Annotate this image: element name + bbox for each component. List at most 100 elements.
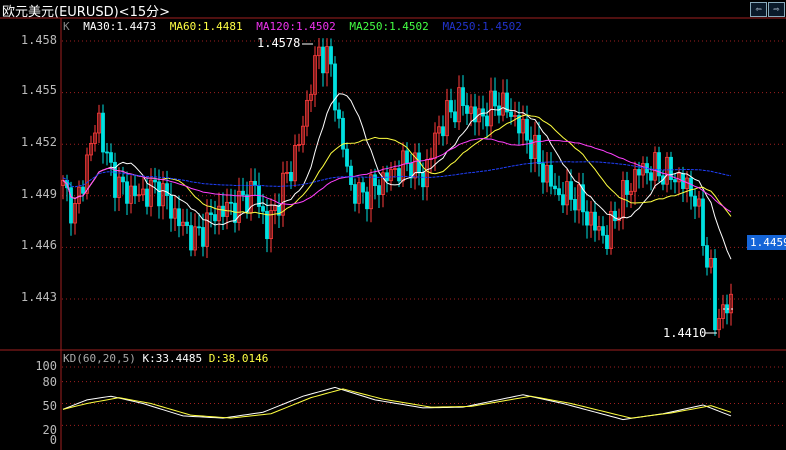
candle — [521, 118, 525, 134]
candle — [249, 180, 253, 213]
candle — [145, 188, 149, 207]
candle — [69, 187, 73, 224]
candle — [513, 115, 517, 117]
candle — [73, 203, 77, 224]
candle — [457, 87, 461, 123]
arrow-left-icon[interactable]: ⇦ — [750, 2, 767, 17]
candle — [677, 172, 681, 183]
candle — [545, 164, 549, 183]
candle — [153, 179, 157, 183]
candle — [177, 208, 181, 227]
candle — [533, 134, 537, 160]
candle — [653, 152, 657, 181]
candle — [93, 132, 97, 144]
candle — [717, 318, 721, 331]
candle — [385, 172, 389, 182]
price-tick: 1.443 — [20, 290, 57, 304]
candle — [125, 181, 129, 204]
candle — [221, 205, 225, 217]
candle — [205, 212, 209, 247]
candle — [609, 210, 613, 249]
candle — [269, 210, 273, 240]
candle — [629, 190, 633, 195]
candle — [481, 108, 485, 117]
candle — [313, 55, 317, 95]
candle — [585, 211, 589, 226]
candle — [657, 152, 661, 177]
candle — [597, 226, 601, 231]
candle — [185, 221, 189, 226]
ma30-line — [62, 93, 732, 260]
candle — [241, 190, 245, 196]
candle — [201, 227, 205, 247]
candle — [397, 168, 401, 182]
candle — [357, 182, 361, 204]
price-tick: 1.458 — [20, 33, 57, 47]
candle — [353, 184, 357, 204]
candle — [301, 125, 305, 145]
candle — [421, 172, 425, 188]
candle — [169, 195, 173, 219]
candle — [141, 188, 145, 196]
candle — [593, 211, 597, 231]
candle — [333, 63, 337, 111]
candle — [445, 100, 449, 137]
legend-ma250-blue: MA250:1.4502 — [442, 20, 522, 33]
candle — [101, 112, 105, 153]
ma60-line — [62, 114, 732, 217]
candle — [413, 152, 417, 179]
candle — [701, 198, 705, 246]
candle — [453, 111, 457, 123]
candle — [173, 208, 177, 219]
candle — [613, 210, 617, 222]
candle — [493, 90, 497, 107]
candle — [405, 150, 409, 164]
candle — [261, 206, 265, 212]
candle — [349, 165, 353, 185]
candle — [509, 111, 513, 117]
price-tick: 1.446 — [20, 238, 57, 252]
candle — [665, 156, 669, 185]
candle — [285, 171, 289, 174]
ma120-line — [62, 138, 732, 213]
candle — [305, 99, 309, 127]
candle — [601, 226, 605, 236]
candle — [641, 163, 645, 176]
arrow-right-icon[interactable]: ⇨ — [768, 2, 785, 17]
candle — [165, 183, 169, 196]
kd-tick: 80 — [42, 375, 57, 389]
candle — [449, 100, 453, 113]
candle — [469, 106, 473, 114]
candle — [217, 205, 221, 222]
legend-ma120: MA120:1.4502 — [256, 20, 336, 33]
candle — [225, 201, 229, 217]
kd-tick: 0 — [49, 433, 57, 447]
candle — [297, 144, 301, 146]
candle — [181, 221, 185, 227]
candle — [581, 184, 585, 213]
candle — [589, 211, 593, 226]
candle — [277, 204, 281, 216]
candle — [129, 185, 133, 204]
ma-legend: K MA30:1.4473 MA60:1.4481 MA120:1.4502 M… — [63, 20, 529, 33]
low-price-label: 1.4410 — [663, 326, 707, 340]
last-price-badge: 1.4459 — [747, 235, 786, 250]
candle — [561, 194, 565, 206]
candle — [233, 202, 237, 223]
price-tick: 1.449 — [20, 187, 57, 201]
ma250-line — [62, 161, 732, 188]
kd-tick: 50 — [42, 399, 57, 413]
candle — [341, 117, 345, 150]
candle — [81, 186, 85, 194]
price-tick: 1.452 — [20, 135, 57, 149]
candle — [329, 46, 333, 65]
candle — [309, 93, 313, 101]
high-price-label: 1.4578 — [257, 36, 301, 50]
price-tick: 1.455 — [20, 83, 57, 97]
candle — [573, 199, 577, 211]
candle — [541, 163, 545, 183]
candle — [577, 184, 581, 211]
candle — [689, 177, 693, 197]
candle — [517, 115, 521, 134]
